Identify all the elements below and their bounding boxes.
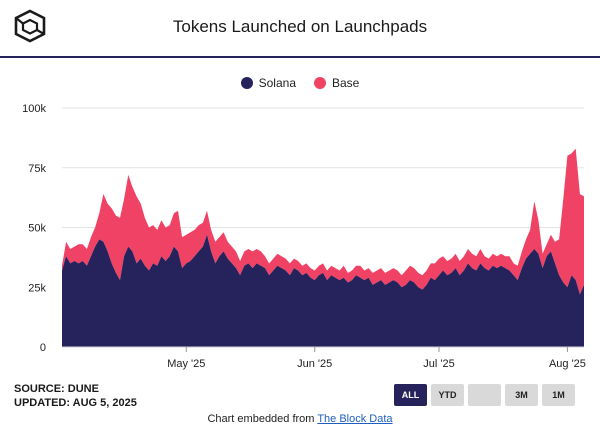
updated-label: UPDATED: AUG 5, 2025 bbox=[14, 397, 137, 409]
chart-legend: Solana Base bbox=[0, 76, 600, 90]
legend-swatch-base bbox=[314, 77, 326, 89]
header-divider bbox=[0, 56, 600, 58]
legend-label-solana: Solana bbox=[258, 76, 296, 90]
y-tick-label: 25k bbox=[28, 282, 46, 294]
x-tick-label: Jul '25 bbox=[423, 358, 454, 370]
y-tick-label: 50k bbox=[28, 223, 46, 235]
range-ytd-button[interactable]: YTD bbox=[431, 384, 464, 406]
the-block-data-link[interactable]: The Block Data bbox=[317, 413, 393, 425]
series-area-base bbox=[62, 148, 584, 295]
range-3m-button[interactable]: 3M bbox=[505, 384, 538, 406]
range-1m-button[interactable]: 1M bbox=[542, 384, 575, 406]
range-all-button[interactable]: ALL bbox=[394, 384, 427, 406]
series-area-solana bbox=[62, 234, 584, 347]
y-tick-label: 75k bbox=[28, 163, 46, 175]
chart-header: Tokens Launched on Launchpads bbox=[0, 0, 600, 58]
x-tick-label: Aug '25 bbox=[549, 358, 586, 370]
embed-note: Chart embedded from The Block Data bbox=[0, 413, 600, 425]
x-tick-label: Jun '25 bbox=[297, 358, 332, 370]
cube-logo-icon bbox=[14, 9, 46, 43]
legend-item-base[interactable]: Base bbox=[314, 76, 359, 90]
legend-item-solana[interactable]: Solana bbox=[240, 76, 296, 90]
x-tick-label: May '25 bbox=[167, 358, 205, 370]
y-tick-label: 100k bbox=[22, 103, 46, 115]
chart-title: Tokens Launched on Launchpads bbox=[172, 17, 428, 36]
embed-prefix: Chart embedded from bbox=[207, 413, 318, 425]
source-label: SOURCE: DUNE bbox=[14, 383, 99, 395]
legend-label-base: Base bbox=[332, 76, 360, 90]
y-tick-label: 0 bbox=[40, 342, 46, 354]
legend-swatch-solana bbox=[240, 77, 253, 89]
range-blank-button[interactable] bbox=[468, 384, 501, 406]
stacked-area-chart: 0 25k 50k 75k 100k May '25 Jun '25 Jul '25 Aug '… bbox=[22, 103, 586, 370]
range-controls: ALL YTD 3M 1M bbox=[394, 384, 575, 406]
source-info: SOURCE: DUNE UPDATED: AUG 5, 2025 bbox=[14, 382, 137, 410]
